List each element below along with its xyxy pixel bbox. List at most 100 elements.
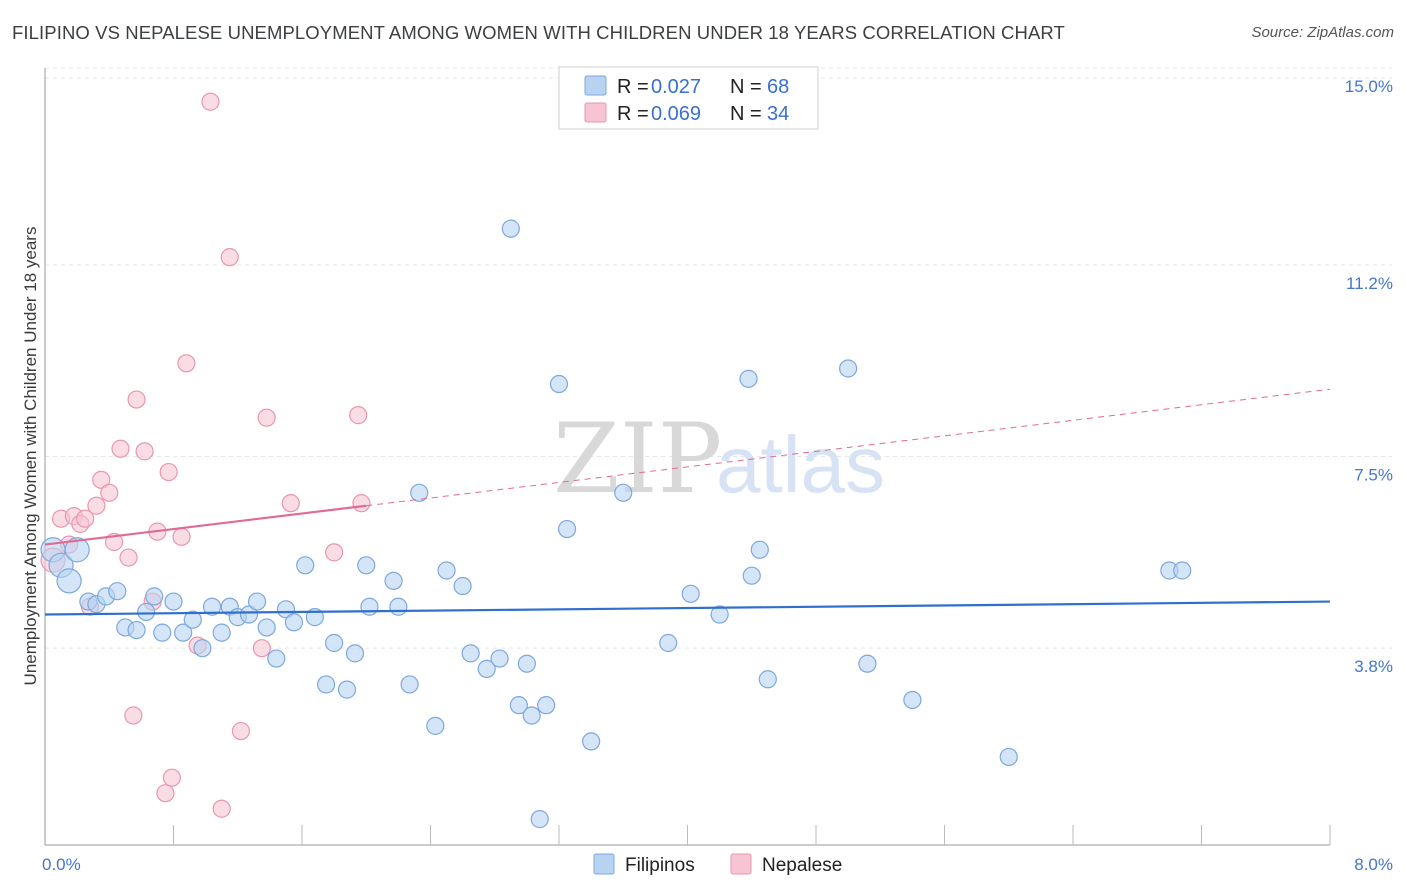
nepalese-points <box>40 92 371 818</box>
filipinos-point-37 <box>400 675 419 694</box>
filipinos-point-14 <box>174 623 193 642</box>
filipinos-point-26 <box>284 613 304 632</box>
watermark-zip: ZIP <box>553 403 722 515</box>
filipinos-n-value: 68 <box>767 76 789 98</box>
y-axis-label: Unemployment Among Women with Children U… <box>21 227 40 686</box>
nepalese-point-26 <box>220 248 239 267</box>
x-tick-label-max: 8.0% <box>1354 855 1393 874</box>
filipinos-point-47 <box>522 706 541 725</box>
y-tick-label-0: 3.8% <box>1354 657 1393 676</box>
nepalese-point-12 <box>119 548 138 567</box>
nepalese-point-11 <box>111 439 130 458</box>
filipinos-point-53 <box>582 732 601 751</box>
filipinos-point-60 <box>750 540 769 559</box>
nepalese-point-8 <box>92 470 111 489</box>
filipinos-trend-line <box>44 600 1331 616</box>
nepalese-point-9 <box>100 483 119 502</box>
nepalese-n-value: 34 <box>767 103 789 125</box>
nepalese-point-15 <box>135 442 154 461</box>
filipinos-point-61 <box>758 670 777 689</box>
filipinos-point-49 <box>530 810 549 829</box>
nepalese-r-value: 0.069 <box>651 103 701 125</box>
filipinos-point-46 <box>509 696 528 715</box>
nepalese-point-21 <box>172 527 191 546</box>
nepalese-point-22 <box>177 354 196 373</box>
stats-legend: R = 0.027 N = 68 R = 0.069 N = 34 <box>558 66 819 130</box>
nepalese-point-20 <box>162 768 181 787</box>
filipinos-point-16 <box>193 639 212 658</box>
filipinos-point-3 <box>64 537 90 563</box>
y-tick-label-3: 15.0% <box>1345 77 1393 96</box>
filipinos-point-27 <box>296 556 315 575</box>
nepalese-point-32 <box>349 406 368 425</box>
nepalese-point-29 <box>257 408 276 427</box>
watermark-atlas: atlas <box>716 420 885 509</box>
filipinos-point-34 <box>360 597 379 616</box>
filipinos-point-31 <box>337 680 357 699</box>
nepalese-point-14 <box>127 390 146 409</box>
filipinos-point-45 <box>501 219 520 238</box>
filipinos-point-18 <box>212 623 231 642</box>
filipinos-point-48 <box>517 654 536 673</box>
nepalese-point-27 <box>231 721 251 741</box>
filipinos-point-13 <box>164 592 183 611</box>
filipinos-point-54 <box>614 483 633 502</box>
filipinos-point-22 <box>247 592 267 611</box>
series-legend: Filipinos Nepalese <box>593 853 842 876</box>
filipinos-swatch <box>584 75 607 96</box>
filipinos-point-9 <box>127 620 146 640</box>
nepalese-n-label: N = <box>730 103 762 125</box>
filipinos-point-2 <box>56 568 82 594</box>
filipinos-r-label: R = <box>617 76 649 98</box>
filipinos-point-40 <box>437 561 456 580</box>
legend-nepalese-swatch <box>730 853 752 875</box>
filipinos-point-50 <box>537 696 556 715</box>
x-axis-ticks <box>173 825 1331 845</box>
nepalese-point-19 <box>159 462 178 482</box>
nepalese-point-25 <box>212 799 231 818</box>
y-tick-label-2: 11.2% <box>1346 274 1393 293</box>
filipinos-point-42 <box>461 644 480 663</box>
filipinos-point-56 <box>681 584 700 603</box>
nepalese-point-5 <box>76 509 95 528</box>
filipinos-point-32 <box>345 644 365 663</box>
filipinos-point-29 <box>316 675 336 694</box>
filipinos-point-41 <box>453 576 472 596</box>
filipinos-point-51 <box>549 374 569 394</box>
nepalese-r-label: R = <box>617 103 649 125</box>
filipinos-point-36 <box>389 597 408 616</box>
source-credit: Source: ZipAtlas.com <box>1251 24 1394 41</box>
legend-filipinos-label: Filipinos <box>625 855 695 876</box>
x-tick-label-min: 0.0% <box>42 855 81 874</box>
filipinos-n-label: N = <box>730 76 762 98</box>
nepalese-point-18 <box>156 784 175 803</box>
filipinos-point-21 <box>239 605 259 624</box>
filipinos-point-24 <box>267 649 286 668</box>
legend-filipinos-swatch <box>593 853 615 875</box>
nepalese-trend-line <box>44 504 367 546</box>
filipinos-point-33 <box>357 556 376 575</box>
filipinos-point-64 <box>903 690 922 710</box>
filipinos-point-44 <box>490 649 509 668</box>
filipinos-point-39 <box>426 716 445 735</box>
filipinos-point-25 <box>276 600 296 619</box>
filipinos-r-value: 0.027 <box>651 76 701 98</box>
filipinos-point-7 <box>108 582 127 601</box>
chart-title: FILIPINO VS NEPALESE UNEMPLOYMENT AMONG … <box>12 22 1065 43</box>
filipinos-point-11 <box>145 587 164 606</box>
nepalese-point-7 <box>87 496 106 515</box>
filipinos-point-59 <box>742 566 761 585</box>
filipinos-point-63 <box>858 654 877 673</box>
filipinos-point-30 <box>325 633 344 653</box>
filipinos-point-67 <box>1173 561 1192 580</box>
filipinos-point-62 <box>839 359 858 378</box>
filipinos-points <box>40 219 1192 829</box>
filipinos-point-57 <box>710 605 729 624</box>
nepalese-point-24 <box>201 92 220 111</box>
filipinos-point-15 <box>183 610 202 629</box>
filipinos-point-10 <box>137 602 156 622</box>
nepalese-point-30 <box>281 494 300 513</box>
nepalese-point-28 <box>252 639 271 658</box>
filipinos-point-35 <box>384 571 403 590</box>
